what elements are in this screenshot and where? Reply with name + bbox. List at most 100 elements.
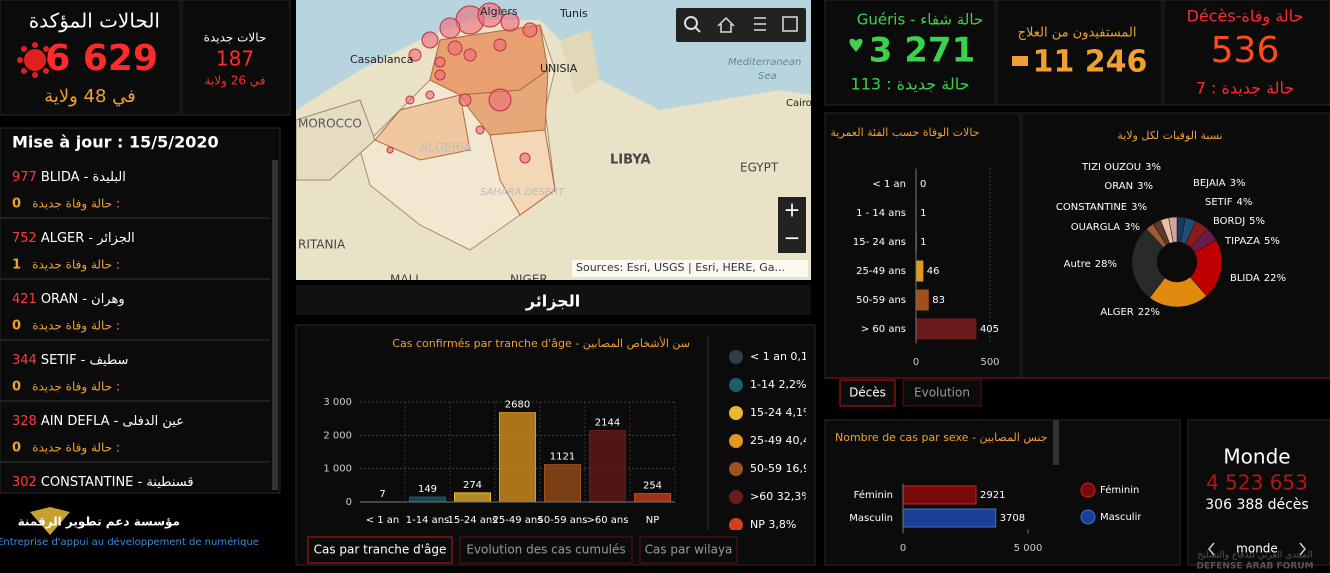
world-select[interactable]: monde (1208, 542, 1306, 556)
slice-name: Autre (1064, 259, 1091, 270)
slice-label: BEJAIA 3% (1193, 178, 1245, 189)
update-name: ORAN - وهران (41, 292, 125, 307)
x-tick-label: NP (646, 515, 660, 526)
map-toolbar[interactable] (676, 8, 806, 42)
legend-label: 25-49 40,4% (750, 434, 820, 447)
recovered-title: Guéris - حالة شفاء (857, 11, 983, 29)
world-title: Monde (1223, 445, 1290, 469)
tab-label[interactable]: Décès (849, 386, 886, 400)
data-label: 254 (643, 481, 662, 492)
age-panel (295, 324, 816, 566)
slice-value: 3% (1124, 222, 1140, 233)
zoom-in[interactable]: + (784, 198, 801, 222)
y-tick-label: < 1 an (872, 179, 906, 190)
map-label: Cairo (786, 98, 812, 109)
tab-label[interactable]: Cas par tranche d'âge (314, 543, 447, 557)
world-select-label[interactable]: monde (1236, 542, 1278, 556)
update-name: BLIDA - البليدة (41, 170, 126, 185)
data-label: 274 (463, 480, 482, 491)
data-label: 149 (418, 484, 437, 495)
map-label: NIGER (510, 273, 548, 287)
update-count: 302 (12, 475, 37, 490)
tab-label[interactable]: Cas par wilaya (645, 543, 733, 557)
tab-label[interactable]: Evolution (914, 386, 970, 400)
slice-value: 22% (1264, 273, 1286, 284)
x-tick-label: 0 (900, 543, 906, 554)
update-item: 977 BLIDA - البليدة (12, 170, 126, 185)
legend-swatch (729, 406, 743, 420)
map-label: SAHARA DESERT (480, 187, 565, 198)
y-tick-label: 25-49 ans (856, 266, 906, 277)
chart-title: Cas confirmés par tranche d'âge - سن الأ… (392, 336, 690, 350)
zoom-out[interactable]: − (784, 226, 801, 250)
legend-label: 1-14 2,2% (750, 378, 806, 391)
world-cases: 4 523 653 (1206, 471, 1308, 495)
x-tick-label: 50-59 ans (538, 515, 588, 526)
legend-swatch (1080, 509, 1096, 525)
tab[interactable] (307, 536, 453, 564)
update-deaths: 0 (12, 197, 21, 212)
confirmed-title: الحالات المؤكدة (29, 9, 160, 33)
slice-value: 22% (1138, 307, 1160, 318)
map-label: RITANIA (298, 238, 346, 252)
bar (902, 508, 997, 528)
map-label: Mediterranean (728, 57, 801, 68)
x-tick-label: 1-14 ans (406, 515, 450, 526)
slice-value: 3% (1145, 162, 1161, 173)
slice-name: BEJAIA (1193, 178, 1226, 189)
data-label: 1 (920, 208, 926, 219)
watermark-ar: المنتدى العربي للدفاع والتسليح (1197, 551, 1312, 561)
bar (499, 412, 536, 503)
deaths-value: 536 (1211, 30, 1280, 71)
slice-label: BLIDA 22% (1230, 273, 1286, 284)
update-item: 328 AIN DEFLA - عين الدفلى (12, 414, 184, 429)
legend-swatch (1080, 482, 1096, 498)
slice-label: ORAN 3% (1104, 181, 1153, 192)
tab[interactable] (459, 536, 633, 564)
data-label: 1 (920, 237, 926, 248)
scrollbar (1053, 420, 1059, 465)
legend-swatch (729, 378, 743, 392)
map-source: Sources: Esri, USGS | Esri, HERE, Ga... (576, 261, 785, 274)
y-tick-label: 15- 24 ans (853, 237, 906, 248)
map-label: Tunis (559, 7, 588, 20)
update-deaths: 1 (12, 258, 21, 273)
bar (915, 260, 924, 282)
slice-name: TIZI OUZOU (1081, 162, 1141, 173)
legend: < 1 an 0,1% 1-14 2,2% 15-24 4,1% 25-49 40,4… (729, 350, 820, 531)
zoom-controls[interactable]: + − (778, 197, 806, 253)
slice-value: 3% (1137, 181, 1153, 192)
map-title: الجزائر (525, 292, 580, 311)
slice-name: ALGER (1100, 307, 1133, 318)
x-tick-label: 15-24 ans (448, 515, 498, 526)
tab[interactable] (902, 379, 982, 407)
bar (634, 493, 671, 503)
update-deaths-label: حالة وفاة جديدة : (32, 258, 120, 273)
watermark-en: DEFENSE ARAB FORUM (1196, 562, 1313, 572)
heart-icon (849, 38, 863, 52)
map-label: LIBYA (610, 153, 651, 168)
slice-name: BORDJ (1213, 216, 1245, 227)
slice-value: 5% (1249, 216, 1265, 227)
map-title-bar (296, 285, 811, 315)
slice-value: 3% (1230, 178, 1246, 189)
data-label: 405 (980, 324, 999, 335)
update-name: SETIF - سطيف (41, 353, 129, 368)
bar (454, 492, 491, 503)
legend-swatch (729, 518, 743, 530)
legend-label: NP 3,8% (750, 518, 796, 531)
slice-label: Autre 28% (1064, 259, 1117, 270)
tab-label[interactable]: Evolution des cas cumulés (466, 543, 625, 557)
update-deaths: 0 (12, 441, 21, 456)
tab[interactable] (639, 536, 738, 564)
tab[interactable] (839, 379, 896, 407)
slice-name: SETIF (1205, 197, 1233, 208)
update-deaths-label: حالة وفاة جديدة : (32, 319, 120, 334)
y-tick-label: 1 - 14 ans (856, 208, 906, 219)
update-count: 328 (12, 414, 37, 429)
data-label: 83 (932, 295, 945, 306)
data-label: 0 (920, 179, 926, 190)
update-deaths-label: حالة وفاة جديدة : (32, 197, 120, 212)
map-label: EGYPT (740, 161, 779, 175)
